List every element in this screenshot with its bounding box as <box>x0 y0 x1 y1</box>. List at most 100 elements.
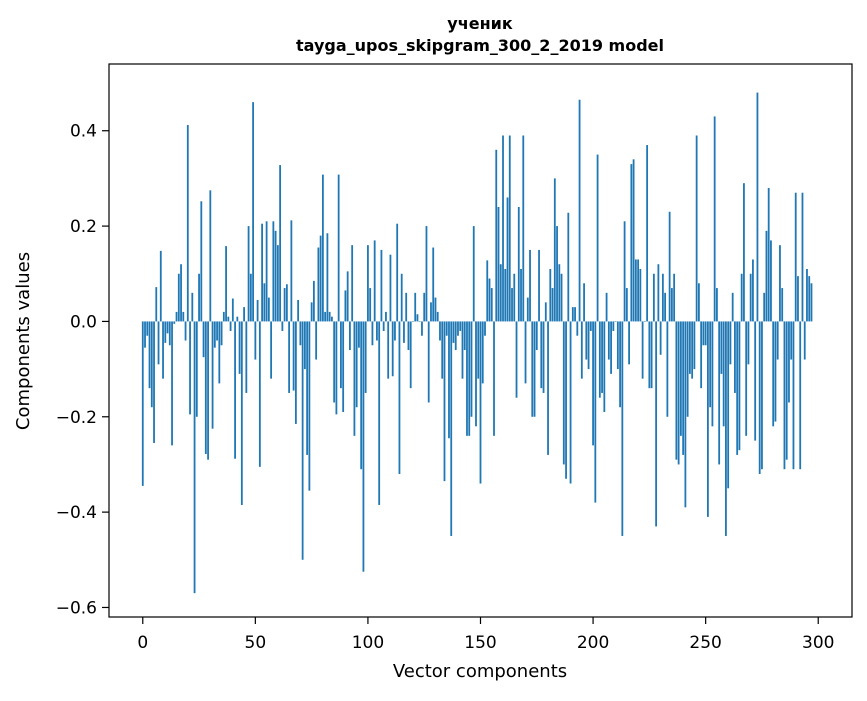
x-tick-label: 300 <box>802 633 834 653</box>
bar-component-55 <box>265 221 268 322</box>
bar-component-150 <box>479 321 482 484</box>
bar-component-148 <box>475 321 477 427</box>
bar-component-243 <box>688 321 691 374</box>
bar-component-274 <box>758 321 761 474</box>
bar-component-142 <box>461 321 464 379</box>
bar-component-24 <box>195 321 198 417</box>
bar-component-188 <box>565 321 567 479</box>
bar-component-259 <box>725 321 727 536</box>
bar-component-198 <box>587 321 590 370</box>
bar-component-285 <box>783 321 786 470</box>
bar-component-153 <box>486 260 489 322</box>
bar-component-129 <box>432 247 435 322</box>
bar-component-234 <box>668 211 671 322</box>
bar-component-144 <box>466 321 468 436</box>
bar-component-235 <box>670 288 673 322</box>
y-tick-label: 0.4 <box>70 122 97 142</box>
bar-component-209 <box>612 321 615 331</box>
bar-component-154 <box>488 278 491 322</box>
bar-component-219 <box>634 259 637 322</box>
bar-component-162 <box>506 197 509 322</box>
bar-component-41 <box>234 321 236 459</box>
bar-component-230 <box>659 321 662 355</box>
bar-component-291 <box>797 276 799 322</box>
bar-component-174 <box>533 321 536 417</box>
bar-component-199 <box>589 321 592 331</box>
bar-component-106 <box>380 249 383 322</box>
bar-component-44 <box>240 321 243 505</box>
bar-component-101 <box>369 288 372 322</box>
bar-component-60 <box>276 245 279 322</box>
bar-component-295 <box>806 268 808 322</box>
bar-component-156 <box>493 321 495 436</box>
bar-component-88 <box>340 321 342 389</box>
bar-component-132 <box>439 321 441 341</box>
x-tick-label: 250 <box>689 633 721 653</box>
bar-component-21 <box>189 321 191 415</box>
bar-component-260 <box>727 321 730 489</box>
bar-component-43 <box>238 321 241 374</box>
bar-component-226 <box>650 321 653 389</box>
bar-component-49 <box>252 102 254 322</box>
bar-component-236 <box>673 273 676 322</box>
bar-component-71 <box>301 321 304 560</box>
bar-component-58 <box>272 221 275 322</box>
bar-component-268 <box>745 321 748 436</box>
bar-component-14 <box>173 321 176 324</box>
bar-component-218 <box>632 159 635 322</box>
bar-component-78 <box>317 247 320 322</box>
bar-component-287 <box>788 321 790 403</box>
bar-component-184 <box>556 226 558 322</box>
bar-component-28 <box>204 321 207 454</box>
bar-component-197 <box>585 321 588 360</box>
bar-component-175 <box>535 321 538 351</box>
bar-component-30 <box>209 190 212 322</box>
bar-component-7 <box>157 321 160 365</box>
bar-component-240 <box>682 321 685 455</box>
chart-title: ученик <box>447 14 513 33</box>
bar-component-206 <box>605 292 608 322</box>
bar-component-276 <box>763 292 766 322</box>
bar-component-96 <box>358 321 360 348</box>
bar-component-139 <box>454 321 457 351</box>
bar-component-94 <box>353 321 356 436</box>
bar-component-284 <box>781 288 784 322</box>
bar-component-160 <box>502 135 504 322</box>
bar-component-8 <box>159 250 162 322</box>
bar-component-213 <box>621 321 624 536</box>
bar-component-35 <box>220 321 223 346</box>
bar-component-157 <box>495 149 498 322</box>
bar-component-121 <box>414 292 417 322</box>
bar-component-134 <box>443 321 446 482</box>
bar-component-137 <box>450 321 453 536</box>
bar-component-204 <box>601 321 603 393</box>
bar-component-34 <box>218 321 221 384</box>
bar-component-222 <box>641 321 644 379</box>
bar-component-127 <box>427 321 430 403</box>
bar-component-194 <box>578 99 581 322</box>
bar-component-264 <box>736 321 739 455</box>
bar-component-290 <box>794 192 797 322</box>
bar-component-42 <box>236 316 239 322</box>
bar-component-155 <box>490 288 493 322</box>
bar-component-143 <box>463 321 466 351</box>
bar-component-278 <box>767 187 770 322</box>
bar-component-190 <box>569 321 572 484</box>
bar-component-170 <box>524 321 527 384</box>
bar-component-103 <box>373 240 376 322</box>
bar-component-210 <box>614 321 617 322</box>
bar-component-250 <box>704 321 707 346</box>
bar-component-116 <box>403 321 405 343</box>
bar-component-19 <box>184 321 187 341</box>
bar-component-273 <box>756 92 759 322</box>
bar-component-270 <box>749 273 752 322</box>
bar-component-10 <box>164 321 167 343</box>
bar-component-75 <box>310 302 313 322</box>
bar-component-282 <box>776 321 779 360</box>
bar-component-83 <box>328 311 331 322</box>
bar-component-191 <box>571 307 574 322</box>
bar-component-52 <box>258 321 261 467</box>
bar-component-248 <box>700 321 703 389</box>
bar-component-172 <box>529 249 531 322</box>
bar-component-246 <box>695 135 698 322</box>
